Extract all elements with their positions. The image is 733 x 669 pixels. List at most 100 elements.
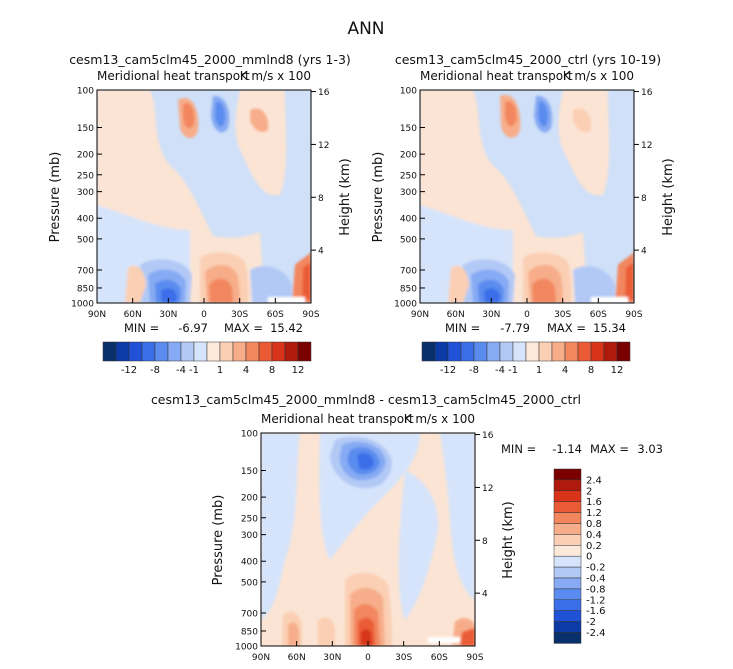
colorbar-swatch: [473, 341, 488, 362]
colorbar-swatch: [206, 341, 221, 362]
cool-region: [161, 288, 177, 303]
colorbar-swatch: [553, 468, 582, 481]
x-tick-label: 30N: [159, 310, 177, 320]
colorbar-label: -1: [189, 365, 199, 376]
colorbar-label: 12: [611, 365, 624, 376]
panel-units: K m/s x 100: [240, 69, 311, 83]
colorbar-label: -8: [150, 365, 160, 376]
colorbar-swatch: [551, 341, 566, 362]
y-tick-label: 1000: [71, 300, 94, 310]
colorbar-label: 1: [217, 365, 223, 376]
panel-title: cesm13_cam5clm45_2000_mmlnd8 - cesm13_ca…: [151, 392, 581, 407]
height-axis-label: Height (km): [501, 501, 516, 578]
colorbar-swatch: [553, 555, 582, 568]
min-value: -7.79: [500, 321, 530, 335]
colorbar-swatch: [553, 512, 582, 524]
colorbar-swatch: [553, 632, 582, 644]
colorbar-label: -0.8: [586, 584, 606, 595]
y-tick-label: 300: [400, 188, 417, 198]
colorbar-swatch: [115, 341, 130, 362]
warm-region: [625, 262, 634, 300]
page-title: ANN: [347, 19, 384, 39]
colorbar-swatch: [219, 341, 234, 362]
colorbar-swatch: [553, 534, 582, 546]
colorbar-swatch: [486, 341, 501, 362]
x-tick-label: 90N: [252, 653, 270, 663]
y-tick-label: 400: [400, 215, 417, 225]
contour-field: [420, 90, 634, 303]
colorbar-swatch: [271, 341, 286, 362]
warm-region: [361, 629, 372, 646]
warm-region: [448, 265, 469, 303]
y-axis-ticks: 100 150 200 250 300 400 500 700 850 1000: [235, 430, 266, 653]
warm-region: [558, 90, 610, 196]
colorbar-swatch: [603, 341, 618, 362]
height-axis-ticks: 16 12 8 4: [475, 431, 494, 600]
height-axis-label: Height (km): [661, 158, 676, 235]
colorbar-label: 0.8: [586, 519, 602, 530]
colorbar-label: 4: [243, 365, 249, 376]
cool-region: [357, 453, 374, 470]
warm-region: [288, 622, 299, 646]
y-tick-label: 100: [77, 87, 94, 97]
colorbar-swatch: [512, 341, 527, 362]
y-tick-label: 700: [241, 610, 258, 620]
y-tick-label: 400: [77, 215, 94, 225]
panel-units: K m/s x 100: [563, 69, 634, 83]
colorbar-swatch: [553, 621, 582, 633]
colorbar-swatch: [102, 341, 117, 362]
panel-subtitle: Meridional heat transport: [261, 412, 414, 426]
warm-region: [505, 101, 517, 127]
x-tick-label: 60S: [267, 310, 284, 320]
colorbar-vertical: 2.421.61.20.80.40.20-0.2-0.4-0.8-1.2-1.6…: [553, 468, 606, 644]
colorbar-label: -1.6: [586, 606, 606, 617]
y-tick-label: 850: [400, 284, 417, 294]
colorbar-swatch: [180, 341, 195, 362]
min-value: -6.97: [178, 321, 208, 335]
y-tick-label: 300: [241, 531, 258, 541]
height-tick-label: 12: [641, 141, 652, 151]
height-tick-label: 8: [641, 194, 647, 204]
height-tick-label: 16: [641, 88, 653, 98]
x-axis-ticks: 90N 60N 30N 0 30S 60S 90S: [88, 298, 320, 320]
contour-field: [261, 433, 475, 646]
y-axis-label: Pressure (mb): [211, 495, 226, 586]
panel-title: cesm13_cam5clm45_2000_mmlnd8 (yrs 1-3): [69, 52, 351, 67]
panel-subtitle: Meridional heat transport: [97, 69, 250, 83]
x-tick-label: 60S: [431, 653, 448, 663]
y-tick-label: 1000: [394, 300, 417, 310]
warm-region: [250, 108, 269, 133]
colorbar-swatch: [167, 341, 182, 362]
colorbar-swatch: [245, 341, 260, 362]
cool-region: [398, 470, 439, 620]
y-tick-label: 300: [77, 188, 94, 198]
min-label: MIN =: [445, 321, 480, 335]
colorbar-swatch: [553, 599, 582, 611]
cool-region: [215, 101, 226, 127]
x-tick-label: 0: [365, 653, 371, 663]
panel-difference: cesm13_cam5clm45_2000_mmlnd8 - cesm13_ca…: [151, 392, 663, 663]
colorbar-swatch: [284, 341, 299, 362]
warm-region: [532, 278, 556, 303]
y-tick-label: 150: [400, 124, 417, 134]
min-value: -1.14: [552, 442, 582, 456]
panel-title: cesm13_cam5clm45_2000_ctrl (yrs 10-19): [395, 52, 661, 67]
max-label: MAX =: [547, 321, 586, 335]
height-tick-label: 8: [482, 537, 488, 547]
warm-region: [183, 103, 195, 129]
panel-units: K m/s x 100: [404, 412, 475, 426]
y-tick-label: 250: [400, 171, 417, 181]
cool-region: [538, 101, 549, 127]
x-tick-label: 60N: [447, 310, 465, 320]
y-tick-label: 700: [400, 267, 417, 277]
y-tick-label: 100: [400, 87, 417, 97]
x-tick-label: 0: [201, 310, 207, 320]
max-value: 15.42: [270, 321, 303, 335]
colorbar-label: 1.6: [586, 497, 602, 508]
max-value: 15.34: [593, 321, 626, 335]
colorbar-label: 8: [269, 365, 275, 376]
y-tick-label: 400: [241, 558, 258, 568]
y-tick-label: 200: [241, 494, 258, 504]
colorbar-label: 0.2: [586, 541, 602, 552]
